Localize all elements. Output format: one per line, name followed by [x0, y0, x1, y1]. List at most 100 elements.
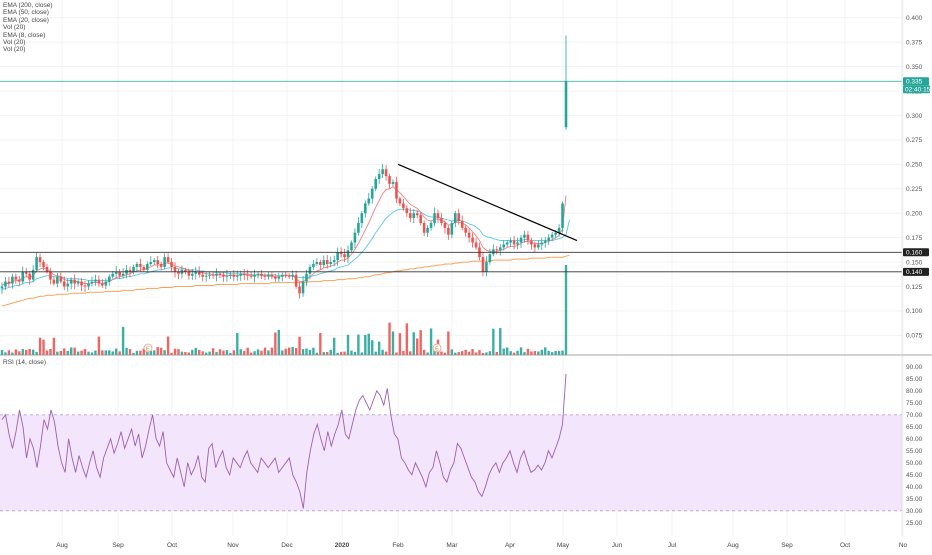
candle-body: [357, 222, 360, 233]
ema-200-line: [1, 254, 570, 307]
candle-body: [18, 279, 21, 282]
candle-body: [239, 273, 243, 276]
candle-body: [471, 237, 474, 243]
volume-bars: [0, 265, 568, 355]
candle-body: [159, 264, 163, 267]
volume-bar: [291, 347, 294, 355]
candle-body: [163, 257, 166, 267]
rsi-tick-label: 60.00: [906, 436, 923, 443]
candle-body: [426, 227, 429, 233]
candle-body: [59, 276, 63, 282]
downtrend-line[interactable]: [397, 163, 578, 242]
volume-bar: [263, 347, 267, 355]
candle-body: [533, 244, 537, 248]
volume-bar: [346, 334, 350, 355]
volume-bar: [557, 351, 561, 355]
volume-bar: [457, 352, 460, 355]
candle-body: [222, 274, 225, 277]
legend-item[interactable]: Vol (20): [3, 39, 26, 47]
volume-bar: [537, 351, 540, 355]
volume-bar: [326, 351, 329, 355]
volume-bar: [460, 351, 464, 355]
time-tick-label: Apr: [505, 542, 516, 549]
rsi-tick-label: 55.00: [906, 448, 923, 455]
earnings-marker-icon[interactable]: [143, 343, 153, 353]
time-axis[interactable]: Aug Sep Oct Nov Dec 2020 Feb Mar Apr May Jun Jul Aug…: [56, 542, 907, 549]
legend-item[interactable]: EMA (200, close): [3, 2, 53, 9]
candle-body: [135, 264, 139, 267]
candle-body: [139, 264, 142, 267]
candle-body: [561, 203, 564, 228]
rsi-legend[interactable]: RSI (14, close): [3, 359, 46, 366]
volume-bar: [225, 350, 229, 355]
candle-body: [381, 169, 384, 175]
legend-item[interactable]: EMA (8, close): [3, 31, 46, 39]
volume-bar: [409, 351, 412, 355]
volume-bar: [360, 352, 364, 355]
price-tick-label: 0.375: [906, 40, 923, 47]
volume-bar: [153, 350, 156, 355]
candle-body: [208, 274, 211, 276]
legend-item[interactable]: Vol (20): [3, 24, 26, 32]
volume-bar: [52, 337, 56, 355]
price-axis[interactable]: 0.4000.3750.3500.3250.3000.2750.2500.225…: [906, 15, 923, 340]
candle-body: [319, 262, 322, 265]
candle-body: [509, 240, 512, 243]
volume-bar: [364, 334, 367, 355]
candle-body: [467, 232, 471, 238]
candle-body: [464, 227, 467, 233]
volume-bar: [59, 351, 63, 355]
last-price-badge: [903, 77, 929, 86]
candle-body: [56, 276, 59, 284]
volume-bar: [232, 350, 236, 355]
rsi-axis[interactable]: 90.00 85.00 80.00 75.00 70.00 65.00 60.00 55.00…: [906, 364, 923, 527]
volume-bar: [135, 350, 139, 355]
volume-bar: [554, 351, 557, 355]
candle-body: [325, 260, 329, 265]
legend-item[interactable]: EMA (50, close): [3, 9, 49, 17]
indicator-legend[interactable]: EMA (200, close) EMA (50, close) EMA (20…: [3, 2, 53, 54]
volume-bar: [101, 350, 104, 355]
candle-body: [14, 276, 18, 280]
volume-bar: [419, 330, 422, 355]
rsi-series: [1, 373, 567, 509]
volume-bar: [18, 351, 21, 355]
earnings-marker-icon[interactable]: [432, 343, 442, 353]
candle-body: [107, 276, 111, 282]
candle-body: [97, 279, 101, 284]
candle-body: [312, 264, 315, 267]
volume-bar: [381, 349, 384, 355]
candle-body: [554, 232, 557, 235]
trendline[interactable]: [397, 163, 578, 242]
candle-body: [433, 213, 436, 223]
candle-body: [530, 240, 533, 245]
volume-bar: [132, 352, 135, 355]
volume-bar: [125, 347, 128, 355]
candle-body: [550, 234, 554, 238]
ema-lines: [1, 186, 570, 307]
candle-body: [94, 279, 97, 282]
volume-bar: [83, 349, 87, 355]
volume-bar: [222, 350, 225, 355]
candle-body: [405, 208, 409, 214]
countdown-label: 02:40:15: [905, 87, 931, 94]
volume-bar: [526, 348, 530, 355]
candle-body: [263, 275, 267, 277]
level-lower-label: 0.140: [906, 269, 923, 276]
candle-body: [201, 274, 204, 277]
candle-body: [287, 275, 291, 277]
candle-body: [453, 213, 457, 223]
volume-bar: [87, 351, 90, 355]
legend-item[interactable]: EMA (20, close): [3, 16, 49, 24]
candle-body: [512, 240, 516, 245]
volume-bar: [104, 350, 108, 355]
volume-bar: [35, 351, 38, 355]
volume-bar: [180, 351, 184, 355]
candle-body: [49, 271, 52, 280]
candle-body: [336, 252, 339, 261]
time-tick-label: Nov: [227, 542, 239, 549]
candle-body: [436, 213, 440, 219]
legend-item[interactable]: Vol (20): [3, 46, 26, 54]
